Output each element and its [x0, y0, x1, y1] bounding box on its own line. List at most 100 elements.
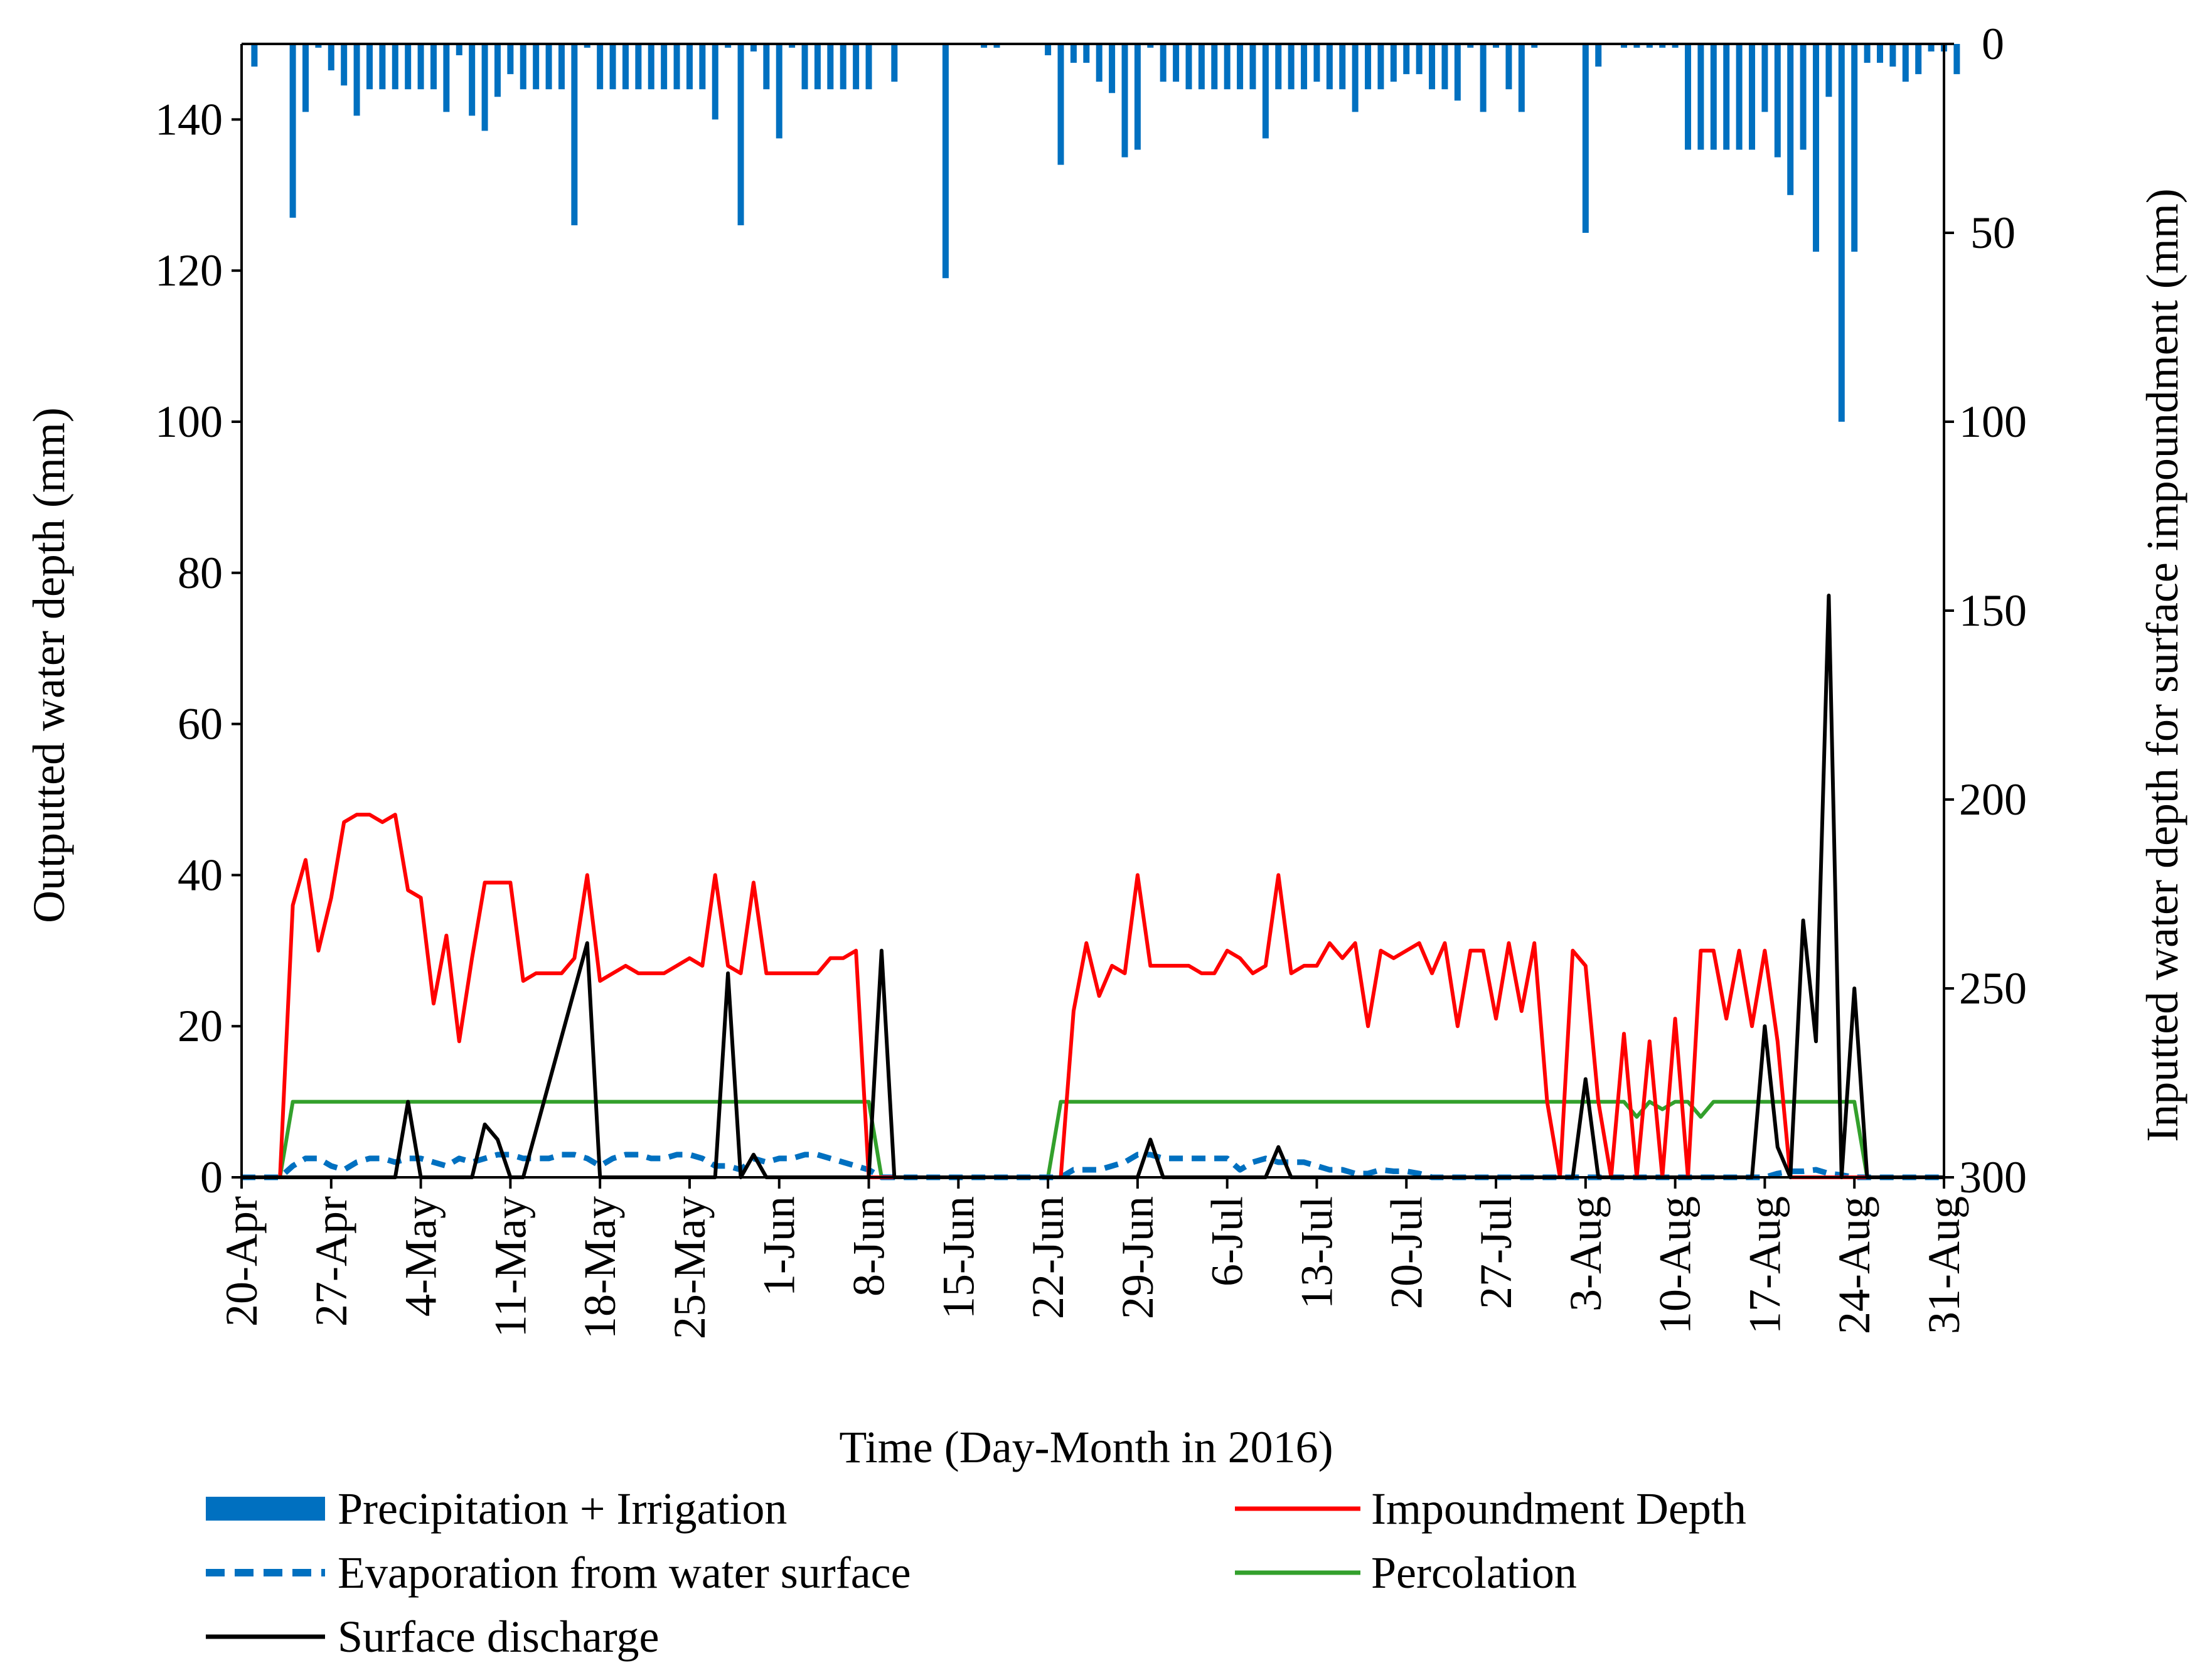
- legend-label-evaporation: Evaporation from water surface: [338, 1548, 911, 1598]
- precip-bar: [1198, 44, 1205, 90]
- y-left-tick-label: 20: [178, 1001, 223, 1051]
- precip-bar: [1185, 44, 1192, 90]
- precip-bar: [1249, 44, 1256, 90]
- precip-bar: [1045, 44, 1052, 56]
- precip-bar: [1595, 44, 1602, 67]
- precip-bar: [853, 44, 860, 90]
- y-left-tick-label: 140: [155, 94, 223, 144]
- precip-bar: [1313, 44, 1320, 82]
- precip-bar: [520, 44, 526, 90]
- precip-bar: [686, 44, 693, 90]
- legend-label-precip: Precipitation + Irrigation: [338, 1484, 787, 1534]
- precip-bar: [1121, 44, 1128, 158]
- precip-bar: [379, 44, 386, 90]
- surface-discharge-line: [242, 593, 1944, 1179]
- precip-bar: [1761, 44, 1768, 112]
- precip-bar: [328, 44, 334, 71]
- x-tick-label: 3-Aug: [1561, 1196, 1611, 1312]
- precip-bar: [1237, 44, 1244, 90]
- x-tick-label: 13-Jul: [1292, 1196, 1342, 1309]
- x-tick-label: 29-Jun: [1113, 1196, 1163, 1319]
- y-right-tick-label: 250: [1959, 963, 2027, 1014]
- x-tick-label: 20-Apr: [216, 1196, 267, 1327]
- precip-bar: [315, 44, 322, 48]
- precip-bar: [1633, 44, 1640, 48]
- precip-bar: [341, 44, 348, 86]
- precip-bar: [942, 44, 949, 279]
- precip-bar: [1787, 44, 1794, 195]
- x-axis-title: Time (Day-Month in 2016): [839, 1422, 1333, 1472]
- y-right-tick-label: 200: [1959, 774, 2027, 825]
- x-tick-label: 4-May: [396, 1196, 446, 1317]
- precip-bar: [635, 44, 642, 90]
- precip-bar: [1659, 44, 1666, 48]
- precip-bar: [405, 44, 412, 90]
- precip-bar: [1582, 44, 1589, 233]
- x-tick-label: 20-Jul: [1381, 1196, 1431, 1309]
- precip-bar: [661, 44, 668, 90]
- precip-bar: [1467, 44, 1474, 48]
- precip-bar: [1685, 44, 1692, 150]
- legend-label-percolation: Percolation: [1371, 1548, 1577, 1598]
- precip-bar: [1224, 44, 1231, 90]
- legend: Precipitation + Irrigation Impoundment D…: [206, 1484, 1746, 1662]
- precip-bar: [1403, 44, 1410, 75]
- series-lines-layer: [242, 593, 1944, 1180]
- precip-bar: [392, 44, 398, 90]
- precip-bar: [353, 44, 360, 116]
- x-tick-label: 11-May: [485, 1196, 535, 1337]
- precip-bar: [840, 44, 846, 90]
- x-tick-label: 27-Apr: [306, 1196, 356, 1327]
- legend-label-impoundment: Impoundment Depth: [1371, 1484, 1746, 1534]
- precip-bar: [1352, 44, 1359, 112]
- precip-bar: [1774, 44, 1781, 158]
- y-axis-left-title: Outputted water depth (mm): [24, 407, 74, 923]
- precip-bar: [865, 44, 872, 90]
- precip-bar: [1505, 44, 1512, 90]
- precip-bar: [1096, 44, 1103, 82]
- precip-bar: [1953, 44, 1960, 75]
- precip-bar: [1697, 44, 1704, 150]
- precip-bar: [622, 44, 629, 90]
- y-left-tick-label: 0: [200, 1152, 223, 1202]
- precip-bar: [712, 44, 718, 120]
- precip-bar: [1288, 44, 1295, 90]
- y-left-tick-label: 40: [178, 850, 223, 900]
- precip-bar: [776, 44, 782, 139]
- precip-bar: [1825, 44, 1832, 97]
- precip-bar: [699, 44, 706, 90]
- precip-bar: [1864, 44, 1871, 63]
- precip-bar: [1621, 44, 1628, 48]
- precip-bar: [1429, 44, 1436, 90]
- precip-bar: [1851, 44, 1858, 252]
- precip-bar: [417, 44, 424, 90]
- y-right-tick-label: 300: [1959, 1152, 2027, 1202]
- precip-bar: [609, 44, 616, 90]
- precip-bar: [1070, 44, 1077, 63]
- y-left-tick-label: 60: [178, 699, 223, 749]
- legend-label-discharge: Surface discharge: [338, 1612, 659, 1662]
- precip-bar: [1800, 44, 1807, 150]
- precip-bar: [469, 44, 476, 116]
- axes-layer: [232, 43, 1954, 1189]
- precip-bar: [533, 44, 540, 90]
- precip-bar: [1723, 44, 1730, 150]
- x-tick-label: 6-Jul: [1202, 1196, 1252, 1287]
- precip-bar: [1211, 44, 1218, 90]
- precip-bar: [737, 44, 744, 225]
- x-tick-label: 17-Aug: [1739, 1196, 1790, 1334]
- legend-swatch-precip: [206, 1497, 325, 1521]
- x-tick-label: 8-Jun: [844, 1196, 894, 1297]
- precip-bar: [289, 44, 296, 218]
- precip-bar: [1672, 44, 1679, 48]
- precip-bar: [1377, 44, 1384, 90]
- precip-bar: [1889, 44, 1896, 67]
- x-tick-label: 18-May: [575, 1196, 625, 1339]
- x-tick-label: 31-Aug: [1919, 1196, 1969, 1334]
- precip-bar: [1326, 44, 1333, 90]
- precip-bar: [1902, 44, 1909, 82]
- precip-bar: [558, 44, 565, 90]
- precip-bar: [981, 44, 988, 48]
- y-right-tick-label: 50: [1970, 208, 2016, 258]
